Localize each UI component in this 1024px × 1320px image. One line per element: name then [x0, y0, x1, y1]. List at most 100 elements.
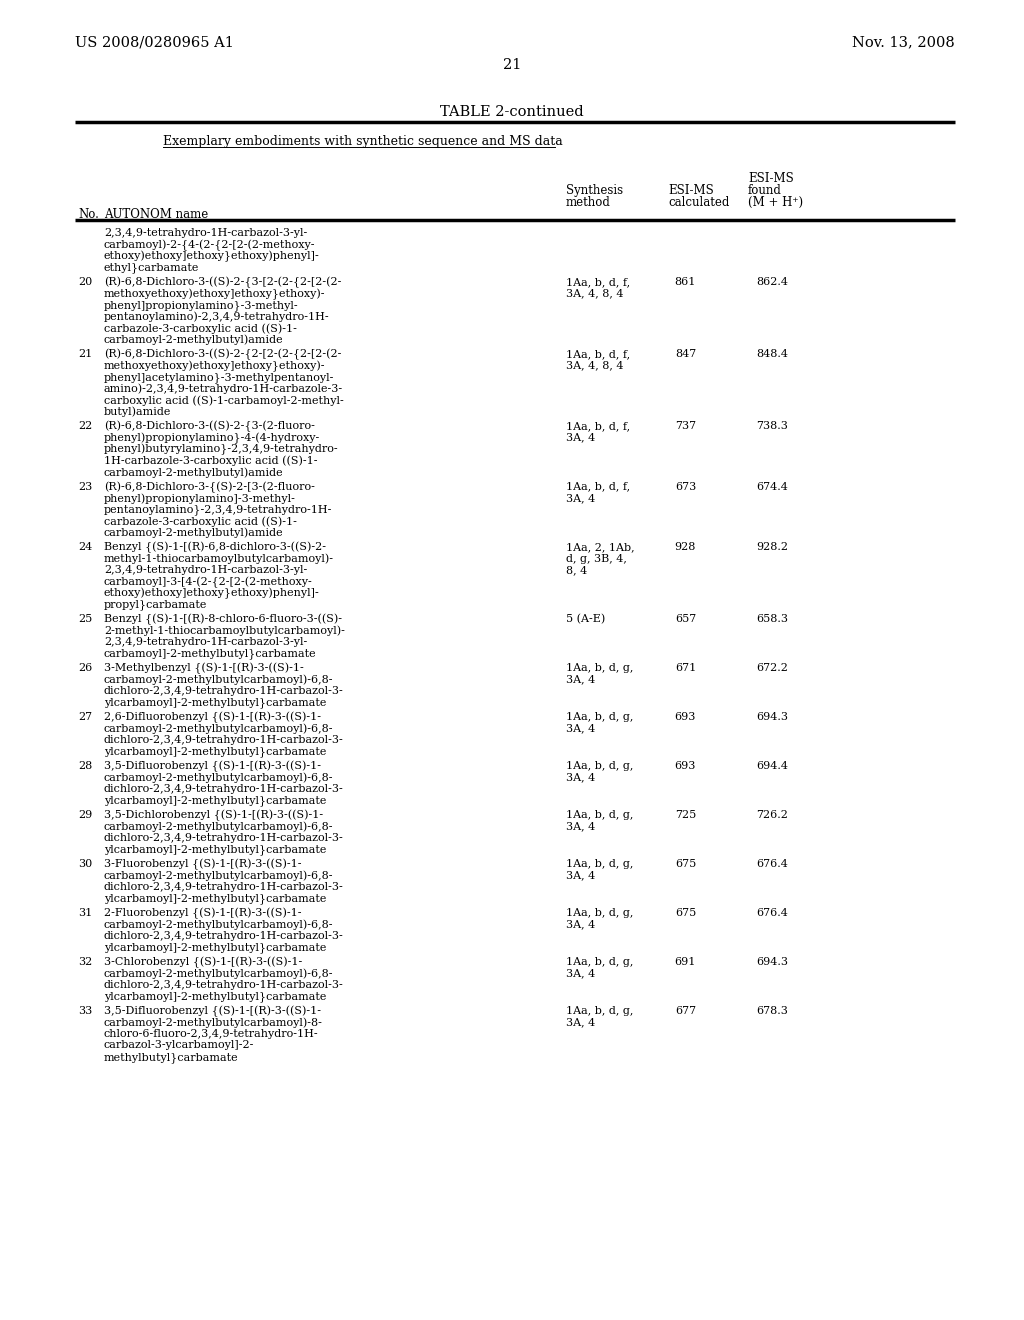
- Text: d, g, 3B, 4,: d, g, 3B, 4,: [566, 553, 627, 564]
- Text: 25: 25: [78, 614, 92, 624]
- Text: carbamoyl-2-methylbutyl)amide: carbamoyl-2-methylbutyl)amide: [104, 467, 284, 478]
- Text: method: method: [566, 195, 611, 209]
- Text: 33: 33: [78, 1006, 92, 1016]
- Text: 1Aa, b, d, g,: 1Aa, b, d, g,: [566, 762, 634, 771]
- Text: ESI-MS: ESI-MS: [748, 172, 794, 185]
- Text: 5 (A-E): 5 (A-E): [566, 614, 605, 624]
- Text: 30: 30: [78, 859, 92, 869]
- Text: 2,6-Difluorobenzyl {(S)-1-[(R)-3-((S)-1-: 2,6-Difluorobenzyl {(S)-1-[(R)-3-((S)-1-: [104, 711, 321, 723]
- Text: 3A, 4, 8, 4: 3A, 4, 8, 4: [566, 360, 624, 371]
- Text: 1Aa, b, d, g,: 1Aa, b, d, g,: [566, 908, 634, 917]
- Text: 861: 861: [675, 277, 696, 286]
- Text: calculated: calculated: [668, 195, 729, 209]
- Text: ylcarbamoyl]-2-methylbutyl}carbamate: ylcarbamoyl]-2-methylbutyl}carbamate: [104, 796, 327, 807]
- Text: pentanoylamino}-2,3,4,9-tetrahydro-1H-: pentanoylamino}-2,3,4,9-tetrahydro-1H-: [104, 504, 333, 515]
- Text: carbamoyl-2-methylbutyl)amide: carbamoyl-2-methylbutyl)amide: [104, 528, 284, 539]
- Text: 23: 23: [78, 482, 92, 491]
- Text: 672.2: 672.2: [756, 663, 788, 673]
- Text: (R)-6,8-Dichloro-3-((S)-2-{3-[2-(2-{2-[2-(2-: (R)-6,8-Dichloro-3-((S)-2-{3-[2-(2-{2-[2…: [104, 277, 341, 288]
- Text: 21: 21: [503, 58, 521, 73]
- Text: dichloro-2,3,4,9-tetrahydro-1H-carbazol-3-: dichloro-2,3,4,9-tetrahydro-1H-carbazol-…: [104, 784, 344, 795]
- Text: ylcarbamoyl]-2-methylbutyl}carbamate: ylcarbamoyl]-2-methylbutyl}carbamate: [104, 845, 327, 855]
- Text: phenyl)propionylamino]-3-methyl-: phenyl)propionylamino]-3-methyl-: [104, 492, 296, 503]
- Text: 676.4: 676.4: [756, 908, 788, 917]
- Text: 2-methyl-1-thiocarbamoylbutylcarbamoyl)-: 2-methyl-1-thiocarbamoylbutylcarbamoyl)-: [104, 626, 345, 636]
- Text: 725: 725: [675, 810, 696, 820]
- Text: 1Aa, b, d, g,: 1Aa, b, d, g,: [566, 859, 634, 869]
- Text: 738.3: 738.3: [756, 421, 788, 432]
- Text: 21: 21: [78, 348, 92, 359]
- Text: 3,5-Difluorobenzyl {(S)-1-[(R)-3-((S)-1-: 3,5-Difluorobenzyl {(S)-1-[(R)-3-((S)-1-: [104, 1006, 321, 1018]
- Text: 694.3: 694.3: [756, 711, 788, 722]
- Text: 677: 677: [675, 1006, 696, 1016]
- Text: carboxylic acid ((S)-1-carbamoyl-2-methyl-: carboxylic acid ((S)-1-carbamoyl-2-methy…: [104, 395, 344, 405]
- Text: dichloro-2,3,4,9-tetrahydro-1H-carbazol-3-: dichloro-2,3,4,9-tetrahydro-1H-carbazol-…: [104, 833, 344, 843]
- Text: 3A, 4: 3A, 4: [566, 772, 595, 783]
- Text: methoxyethoxy)ethoxy]ethoxy}ethoxy)-: methoxyethoxy)ethoxy]ethoxy}ethoxy)-: [104, 360, 326, 372]
- Text: (R)-6,8-Dichloro-3-((S)-2-{2-[2-(2-{2-[2-(2-: (R)-6,8-Dichloro-3-((S)-2-{2-[2-(2-{2-[2…: [104, 348, 341, 360]
- Text: dichloro-2,3,4,9-tetrahydro-1H-carbazol-3-: dichloro-2,3,4,9-tetrahydro-1H-carbazol-…: [104, 686, 344, 696]
- Text: 658.3: 658.3: [756, 614, 788, 624]
- Text: AUTONOM name: AUTONOM name: [104, 209, 208, 220]
- Text: 928: 928: [675, 543, 696, 552]
- Text: 675: 675: [675, 908, 696, 917]
- Text: carbazole-3-carboxylic acid ((S)-1-: carbazole-3-carboxylic acid ((S)-1-: [104, 516, 297, 527]
- Text: found: found: [748, 183, 782, 197]
- Text: TABLE 2-continued: TABLE 2-continued: [440, 106, 584, 119]
- Text: 678.3: 678.3: [756, 1006, 788, 1016]
- Text: 2,3,4,9-tetrahydro-1H-carbazol-3-yl-: 2,3,4,9-tetrahydro-1H-carbazol-3-yl-: [104, 565, 307, 576]
- Text: 3A, 4: 3A, 4: [566, 1018, 595, 1027]
- Text: ylcarbamoyl]-2-methylbutyl}carbamate: ylcarbamoyl]-2-methylbutyl}carbamate: [104, 747, 327, 758]
- Text: 1Aa, b, d, g,: 1Aa, b, d, g,: [566, 663, 634, 673]
- Text: 2,3,4,9-tetrahydro-1H-carbazol-3-yl-: 2,3,4,9-tetrahydro-1H-carbazol-3-yl-: [104, 228, 307, 238]
- Text: dichloro-2,3,4,9-tetrahydro-1H-carbazol-3-: dichloro-2,3,4,9-tetrahydro-1H-carbazol-…: [104, 931, 344, 941]
- Text: 3A, 4: 3A, 4: [566, 492, 595, 503]
- Text: No.: No.: [78, 209, 99, 220]
- Text: 1Aa, b, d, g,: 1Aa, b, d, g,: [566, 1006, 634, 1016]
- Text: methylbutyl}carbamate: methylbutyl}carbamate: [104, 1052, 239, 1063]
- Text: Exemplary embodiments with synthetic sequence and MS data: Exemplary embodiments with synthetic seq…: [163, 135, 563, 148]
- Text: 3A, 4: 3A, 4: [566, 969, 595, 978]
- Text: 2-Fluorobenzyl {(S)-1-[(R)-3-((S)-1-: 2-Fluorobenzyl {(S)-1-[(R)-3-((S)-1-: [104, 908, 301, 919]
- Text: 1Aa, b, d, g,: 1Aa, b, d, g,: [566, 711, 634, 722]
- Text: 3A, 4: 3A, 4: [566, 920, 595, 929]
- Text: 27: 27: [78, 711, 92, 722]
- Text: methyl-1-thiocarbamoylbutylcarbamoyl)-: methyl-1-thiocarbamoylbutylcarbamoyl)-: [104, 553, 334, 564]
- Text: 726.2: 726.2: [756, 810, 788, 820]
- Text: 1Aa, b, d, f,: 1Aa, b, d, f,: [566, 348, 630, 359]
- Text: Benzyl {(S)-1-[(R)-6,8-dichloro-3-((S)-2-: Benzyl {(S)-1-[(R)-6,8-dichloro-3-((S)-2…: [104, 543, 326, 553]
- Text: 3A, 4: 3A, 4: [566, 821, 595, 832]
- Text: 3A, 4: 3A, 4: [566, 433, 595, 442]
- Text: carbazole-3-carboxylic acid ((S)-1-: carbazole-3-carboxylic acid ((S)-1-: [104, 323, 297, 334]
- Text: dichloro-2,3,4,9-tetrahydro-1H-carbazol-3-: dichloro-2,3,4,9-tetrahydro-1H-carbazol-…: [104, 979, 344, 990]
- Text: ylcarbamoyl]-2-methylbutyl}carbamate: ylcarbamoyl]-2-methylbutyl}carbamate: [104, 991, 327, 1002]
- Text: 3-Methylbenzyl {(S)-1-[(R)-3-((S)-1-: 3-Methylbenzyl {(S)-1-[(R)-3-((S)-1-: [104, 663, 304, 675]
- Text: carbamoyl-2-methylbutylcarbamoyl)-6,8-: carbamoyl-2-methylbutylcarbamoyl)-6,8-: [104, 920, 334, 931]
- Text: ESI-MS: ESI-MS: [668, 183, 714, 197]
- Text: 2,3,4,9-tetrahydro-1H-carbazol-3-yl-: 2,3,4,9-tetrahydro-1H-carbazol-3-yl-: [104, 638, 307, 647]
- Text: Synthesis: Synthesis: [566, 183, 624, 197]
- Text: 737: 737: [675, 421, 696, 432]
- Text: phenyl)propionylamino}-4-(4-hydroxy-: phenyl)propionylamino}-4-(4-hydroxy-: [104, 433, 321, 444]
- Text: 862.4: 862.4: [756, 277, 788, 286]
- Text: (R)-6,8-Dichloro-3-{(S)-2-[3-(2-fluoro-: (R)-6,8-Dichloro-3-{(S)-2-[3-(2-fluoro-: [104, 482, 314, 492]
- Text: chloro-6-fluoro-2,3,4,9-tetrahydro-1H-: chloro-6-fluoro-2,3,4,9-tetrahydro-1H-: [104, 1030, 318, 1039]
- Text: 928.2: 928.2: [756, 543, 788, 552]
- Text: 31: 31: [78, 908, 92, 917]
- Text: phenyl)butyrylamino}-2,3,4,9-tetrahydro-: phenyl)butyrylamino}-2,3,4,9-tetrahydro-: [104, 444, 339, 455]
- Text: 3,5-Dichlorobenzyl {(S)-1-[(R)-3-((S)-1-: 3,5-Dichlorobenzyl {(S)-1-[(R)-3-((S)-1-: [104, 810, 324, 821]
- Text: butyl)amide: butyl)amide: [104, 407, 171, 417]
- Text: 3A, 4, 8, 4: 3A, 4, 8, 4: [566, 289, 624, 298]
- Text: 848.4: 848.4: [756, 348, 788, 359]
- Text: 674.4: 674.4: [756, 482, 788, 491]
- Text: amino)-2,3,4,9-tetrahydro-1H-carbazole-3-: amino)-2,3,4,9-tetrahydro-1H-carbazole-3…: [104, 384, 343, 395]
- Text: phenyl]propionylamino}-3-methyl-: phenyl]propionylamino}-3-methyl-: [104, 300, 299, 310]
- Text: 1Aa, b, d, f,: 1Aa, b, d, f,: [566, 277, 630, 286]
- Text: 1Aa, b, d, f,: 1Aa, b, d, f,: [566, 482, 630, 491]
- Text: 3-Chlorobenzyl {(S)-1-[(R)-3-((S)-1-: 3-Chlorobenzyl {(S)-1-[(R)-3-((S)-1-: [104, 957, 302, 969]
- Text: 20: 20: [78, 277, 92, 286]
- Text: 676.4: 676.4: [756, 859, 788, 869]
- Text: 1H-carbazole-3-carboxylic acid ((S)-1-: 1H-carbazole-3-carboxylic acid ((S)-1-: [104, 455, 317, 466]
- Text: carbamoyl-2-methylbutylcarbamoyl)-6,8-: carbamoyl-2-methylbutylcarbamoyl)-6,8-: [104, 969, 334, 979]
- Text: 3A, 4: 3A, 4: [566, 870, 595, 880]
